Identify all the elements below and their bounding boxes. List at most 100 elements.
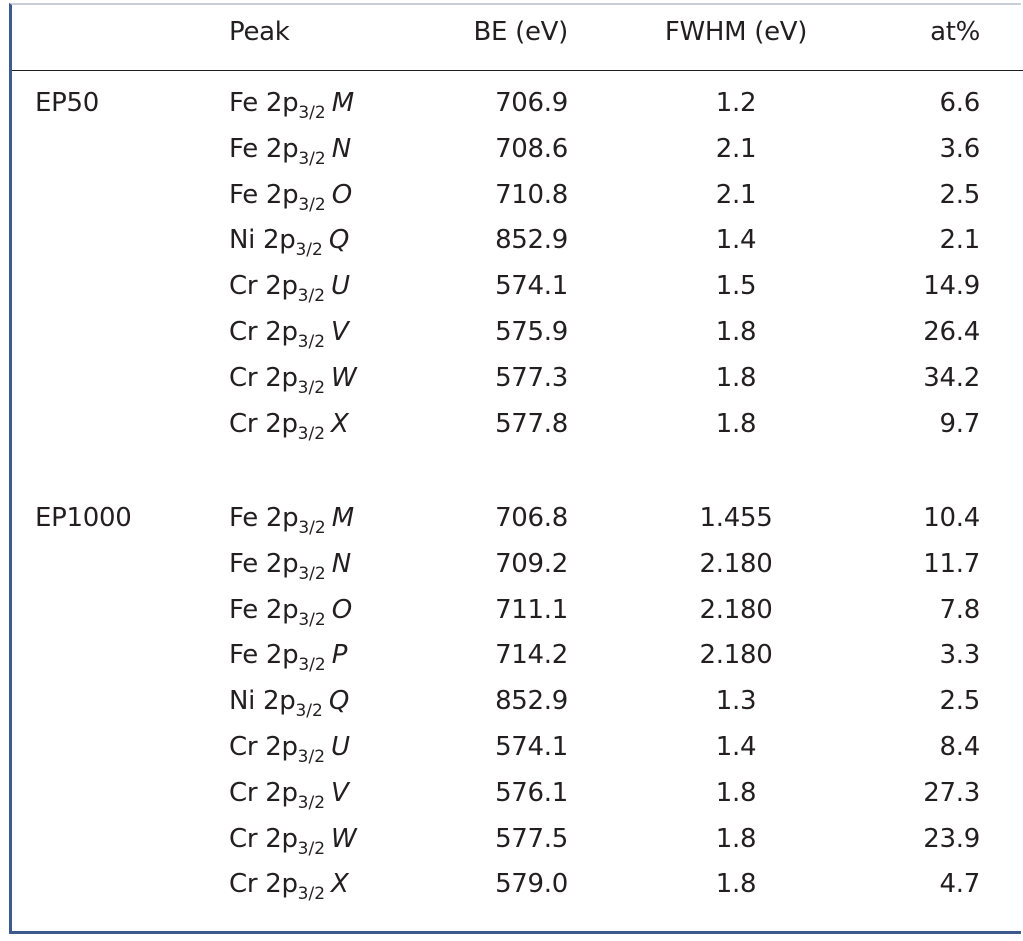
peak-subscript: 3/2 (295, 240, 323, 261)
peak-component: Q (328, 225, 350, 256)
be-cell: 709.2 (495, 548, 568, 579)
at-cell: 23.9 (923, 823, 980, 854)
at-cell: 11.7 (923, 548, 980, 579)
peak-cell: Cr 2p3/2 V (229, 317, 349, 352)
peak-subscript: 3/2 (297, 377, 326, 398)
at-cell: 3.6 (939, 133, 981, 164)
peak-cell: Fe 2p3/2 P (229, 640, 347, 676)
peak-component: W (331, 362, 357, 393)
peak-cell: Fe 2p3/2 O (229, 179, 352, 215)
table-frame (9, 3, 1021, 934)
peak-component: V (331, 317, 349, 347)
be-cell: 706.8 (495, 503, 568, 533)
peak-cell: Cr 2p3/2 U (229, 732, 350, 767)
peak-element: Fe 2p (229, 179, 299, 210)
peak-subscript: 3/2 (298, 609, 326, 630)
peak-component: Q (328, 686, 350, 717)
peak-cell: Cr 2p3/2 W (229, 362, 357, 398)
peak-subscript: 3/2 (297, 884, 326, 905)
peak-subscript: 3/2 (298, 148, 326, 169)
at-cell: 2.5 (939, 686, 981, 717)
peak-element: Fe 2p (229, 594, 299, 625)
be-cell: 714.2 (495, 640, 568, 671)
be-cell: 576.1 (495, 777, 568, 808)
header-fwhm: FWHM (eV) (664, 17, 808, 47)
fwhm-cell: 2.180 (699, 640, 773, 671)
peak-subscript: 3/2 (295, 701, 323, 722)
peak-component: U (331, 732, 350, 762)
peak-subscript: 3/2 (298, 194, 326, 215)
peak-subscript: 3/2 (298, 518, 326, 538)
be-cell: 711.1 (495, 594, 568, 625)
peak-element: Fe 2p (229, 133, 299, 164)
be-cell: 577.3 (495, 362, 568, 393)
fwhm-cell: 1.8 (715, 317, 757, 347)
peak-element: Cr 2p (229, 317, 298, 347)
fwhm-cell: 1.4 (715, 732, 757, 762)
peak-subscript: 3/2 (298, 655, 326, 676)
peak-element: Ni 2p (229, 225, 296, 256)
be-cell: 852.9 (495, 225, 568, 256)
peak-cell: Cr 2p3/2 X (229, 408, 349, 444)
be-cell: 577.8 (495, 408, 568, 439)
peak-element: Fe 2p (229, 548, 299, 579)
be-cell: 852.9 (495, 686, 568, 717)
peak-component: U (331, 271, 350, 302)
peak-component: O (331, 594, 352, 625)
fwhm-cell: 1.8 (715, 408, 757, 439)
at-cell: 34.2 (923, 362, 980, 393)
at-cell: 4.7 (939, 869, 981, 900)
at-cell: 10.4 (923, 503, 980, 533)
peak-element: Cr 2p (229, 362, 298, 393)
peak-subscript: 3/2 (297, 747, 326, 767)
peak-component: M (331, 88, 354, 118)
fwhm-cell: 1.8 (715, 869, 757, 900)
peak-cell: Cr 2p3/2 W (229, 823, 357, 859)
peak-element: Cr 2p (229, 271, 298, 302)
at-cell: 2.5 (939, 179, 981, 210)
be-cell: 579.0 (495, 869, 568, 900)
be-cell: 575.9 (495, 317, 568, 347)
peak-component: N (331, 548, 351, 579)
at-cell: 3.3 (939, 640, 981, 671)
peak-element: Cr 2p (229, 408, 298, 439)
sample-label: EP50 (35, 88, 99, 118)
peak-element: Fe 2p (229, 503, 299, 533)
be-cell: 710.8 (495, 179, 568, 210)
be-cell: 708.6 (495, 133, 568, 164)
fwhm-cell: 1.455 (699, 503, 773, 533)
peak-subscript: 3/2 (297, 792, 326, 813)
fwhm-cell: 1.5 (715, 271, 757, 302)
fwhm-cell: 1.8 (715, 777, 757, 808)
at-cell: 8.4 (939, 732, 981, 762)
peak-element: Cr 2p (229, 777, 298, 808)
peak-subscript: 3/2 (297, 423, 326, 444)
at-cell: 26.4 (923, 317, 980, 347)
peak-subscript: 3/2 (298, 103, 326, 123)
peak-subscript: 3/2 (297, 332, 326, 352)
peak-component: X (331, 408, 349, 439)
peak-component: V (331, 777, 349, 808)
peak-component: O (331, 179, 352, 210)
header-at: at% (930, 17, 980, 47)
be-cell: 574.1 (495, 732, 568, 762)
peak-element: Ni 2p (229, 686, 296, 717)
peak-cell: Fe 2p3/2 N (229, 133, 351, 169)
peak-component: M (331, 503, 354, 533)
sample-label: EP1000 (35, 503, 132, 533)
peak-cell: Fe 2p3/2 O (229, 594, 352, 630)
header-rule (12, 70, 1023, 71)
peak-component: W (331, 823, 357, 854)
at-cell: 6.6 (939, 88, 981, 118)
peak-subscript: 3/2 (297, 286, 326, 307)
be-cell: 706.9 (495, 88, 568, 118)
peak-cell: Cr 2p3/2 U (229, 271, 350, 307)
peak-element: Fe 2p (229, 88, 299, 118)
peak-cell: Fe 2p3/2 M (229, 503, 354, 538)
fwhm-cell: 1.2 (715, 88, 757, 118)
fwhm-cell: 2.1 (715, 179, 757, 210)
peak-subscript: 3/2 (298, 563, 326, 584)
peak-cell: Ni 2p3/2 Q (229, 225, 350, 261)
peak-component: N (331, 133, 351, 164)
fwhm-cell: 2.180 (699, 594, 773, 625)
